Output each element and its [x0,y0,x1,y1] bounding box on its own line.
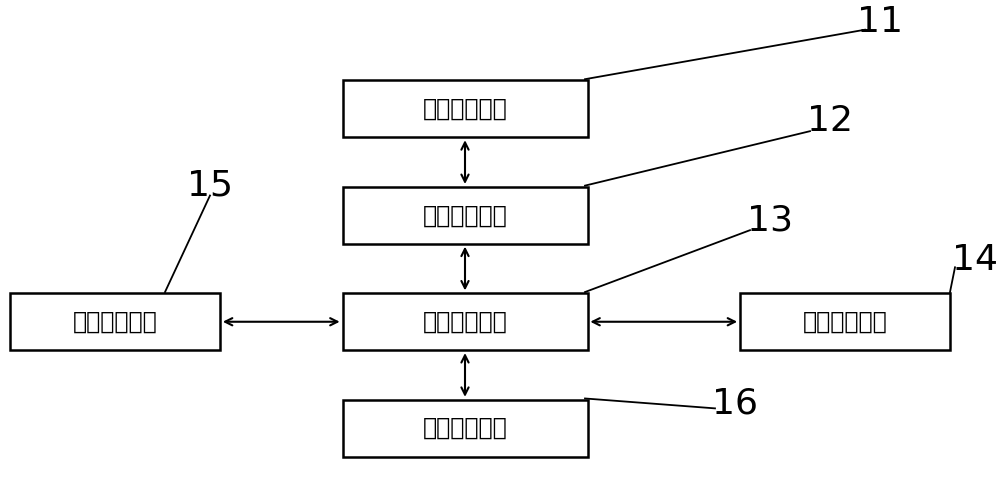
Text: 车载通信模块: 车载通信模块 [803,310,887,334]
Bar [342,187,588,244]
Bar [740,293,950,350]
Text: 15: 15 [187,169,233,202]
Bar [10,293,220,350]
Text: 控制执行模块: 控制执行模块 [423,416,507,440]
Bar [342,400,588,456]
Bar [342,80,588,137]
Text: 面部识别模块: 面部识别模块 [423,203,507,227]
Text: 11: 11 [857,5,903,39]
Text: 12: 12 [807,104,853,138]
Text: 14: 14 [952,243,998,277]
Text: 模式识别模块: 模式识别模块 [423,97,507,121]
Text: 16: 16 [712,387,758,420]
Text: 数据处理模块: 数据处理模块 [423,310,507,334]
Text: 人机交互模块: 人机交互模块 [73,310,157,334]
Text: 13: 13 [747,203,793,237]
Bar [342,293,588,350]
